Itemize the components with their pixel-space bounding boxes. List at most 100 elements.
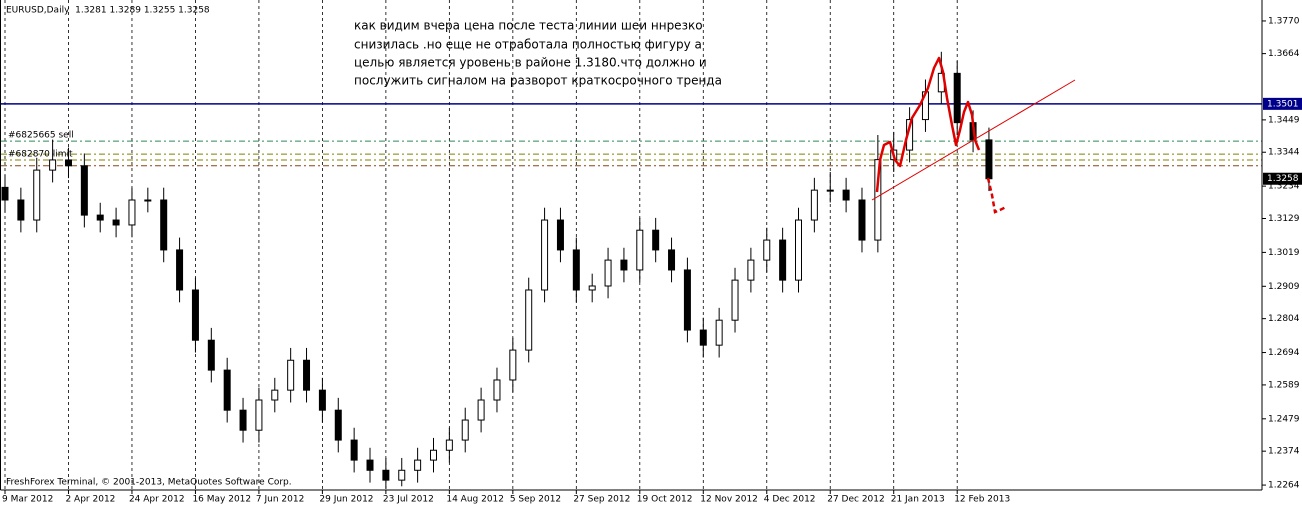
last-price-box [1263, 172, 1302, 185]
x-tick-label: 2 Apr 2012 [65, 495, 115, 505]
candle-body [176, 249, 184, 291]
y-tick-label: 1.3770 [1268, 16, 1300, 26]
candle-body [334, 409, 342, 441]
y-tick-label: 1.3449 [1268, 115, 1300, 125]
candle-body [366, 459, 374, 471]
candle-body [398, 469, 406, 481]
candle-body [810, 189, 818, 221]
candle-body [842, 189, 850, 201]
price-box [1263, 97, 1302, 110]
candle-body [699, 329, 707, 346]
candle-body [731, 279, 739, 321]
candle-body [1, 186, 9, 201]
candle-body [747, 259, 755, 281]
candle-body [588, 285, 596, 291]
candle-body [303, 359, 311, 391]
hand-drawing-target [986, 177, 1007, 214]
x-tick-label: 27 Sep 2012 [573, 495, 630, 505]
y-tick-label: 1.2694 [1268, 348, 1300, 358]
x-tick-label: 16 May 2012 [192, 495, 251, 505]
y-tick-label: 1.2909 [1268, 282, 1300, 292]
candle-body [461, 419, 469, 441]
candle-body [33, 169, 41, 221]
candle-body [287, 359, 295, 391]
candle-body [953, 72, 961, 124]
annotation: снизилась .но еще не отработала полность… [354, 38, 702, 52]
candle-body [382, 469, 390, 481]
annotation: целью является уровень в районе 1.3180.ч… [354, 56, 707, 70]
x-tick-label: 12 Feb 2013 [954, 495, 1010, 505]
y-tick-label: 1.2479 [1268, 414, 1300, 424]
y-tick-label: 1.3234 [1268, 182, 1300, 192]
candle-body [144, 199, 152, 202]
x-tick-label: 29 Jun 2012 [319, 495, 373, 505]
candle-body [49, 159, 57, 171]
annotation: как видим вчера цена после теста линии ш… [354, 19, 703, 33]
y-tick-label: 1.3664 [1268, 49, 1300, 59]
candle-body [620, 259, 628, 271]
level-label: #6825665 sell [8, 131, 74, 141]
candle-body [715, 319, 723, 346]
candle-body [207, 339, 215, 371]
x-tick-label: 4 Dec 2012 [764, 495, 816, 505]
candle-body [255, 399, 263, 431]
annotation: послужить сигналом на разворот краткосро… [354, 74, 722, 88]
y-tick-label: 1.2264 [1268, 481, 1300, 491]
candle-body [525, 289, 533, 351]
candle-body [128, 199, 136, 226]
x-tick-label: 5 Sep 2012 [510, 495, 561, 505]
y-tick-label: 1.3129 [1268, 214, 1300, 224]
candle-body [96, 214, 104, 221]
trend-line [871, 79, 1076, 201]
y-tick-label: 1.2804 [1268, 314, 1300, 324]
candle-body [636, 229, 644, 271]
candle-body [17, 199, 25, 221]
x-tick-label: 24 Apr 2012 [129, 495, 185, 505]
candle-body [80, 165, 88, 216]
x-tick-label: 14 Aug 2012 [446, 495, 504, 505]
candle-body [445, 439, 453, 451]
candle-body [191, 289, 199, 341]
y-tick-label: 1.3019 [1268, 248, 1300, 258]
candle-body [985, 139, 993, 180]
x-tick-label: 12 Nov 2012 [700, 495, 758, 505]
candle-body [683, 269, 691, 331]
price-box-label: 1.3501 [1267, 99, 1299, 109]
candle-body [429, 449, 437, 461]
candle-body [556, 219, 564, 251]
candle-body [541, 219, 549, 291]
candle-body [239, 409, 247, 431]
x-tick-label: 9 Mar 2012 [2, 495, 53, 505]
candle-body [318, 389, 326, 411]
level-label: #682870 limit [8, 149, 73, 159]
chart-title: EURUSD,Daily 1.3281 1.3289 1.3255 1.3258 [6, 6, 210, 16]
candle-body [572, 249, 580, 291]
candle-body [604, 259, 612, 287]
candle-body [350, 439, 358, 461]
candle-body [477, 399, 485, 421]
candle-body [223, 369, 231, 411]
y-tick-label: 1.2589 [1268, 380, 1300, 390]
candle-body [271, 389, 279, 401]
candle-body [64, 159, 72, 167]
x-tick-label: 19 Oct 2012 [637, 495, 693, 505]
candle-body [414, 459, 422, 471]
candle-body [493, 379, 501, 401]
candle-body [509, 349, 517, 381]
x-tick-label: 21 Jan 2013 [891, 495, 945, 505]
last-price-label: 1.3258 [1267, 174, 1299, 184]
candle-body [779, 239, 787, 281]
footer: FreshForex Terminal, © 2001-2013, MetaQu… [6, 478, 292, 488]
candle-body [668, 249, 676, 271]
candle-body [763, 239, 771, 261]
x-tick-label: 23 Jul 2012 [383, 495, 434, 505]
candle-body [874, 159, 882, 241]
x-tick-label: 27 Dec 2012 [827, 495, 885, 505]
candle-body [652, 229, 660, 251]
candle-body [858, 199, 866, 241]
levels-layer: #6825665 sell #682870 limit [1, 103, 1262, 167]
y-tick-label: 1.2374 [1268, 447, 1300, 457]
hand-drawing [875, 56, 981, 193]
